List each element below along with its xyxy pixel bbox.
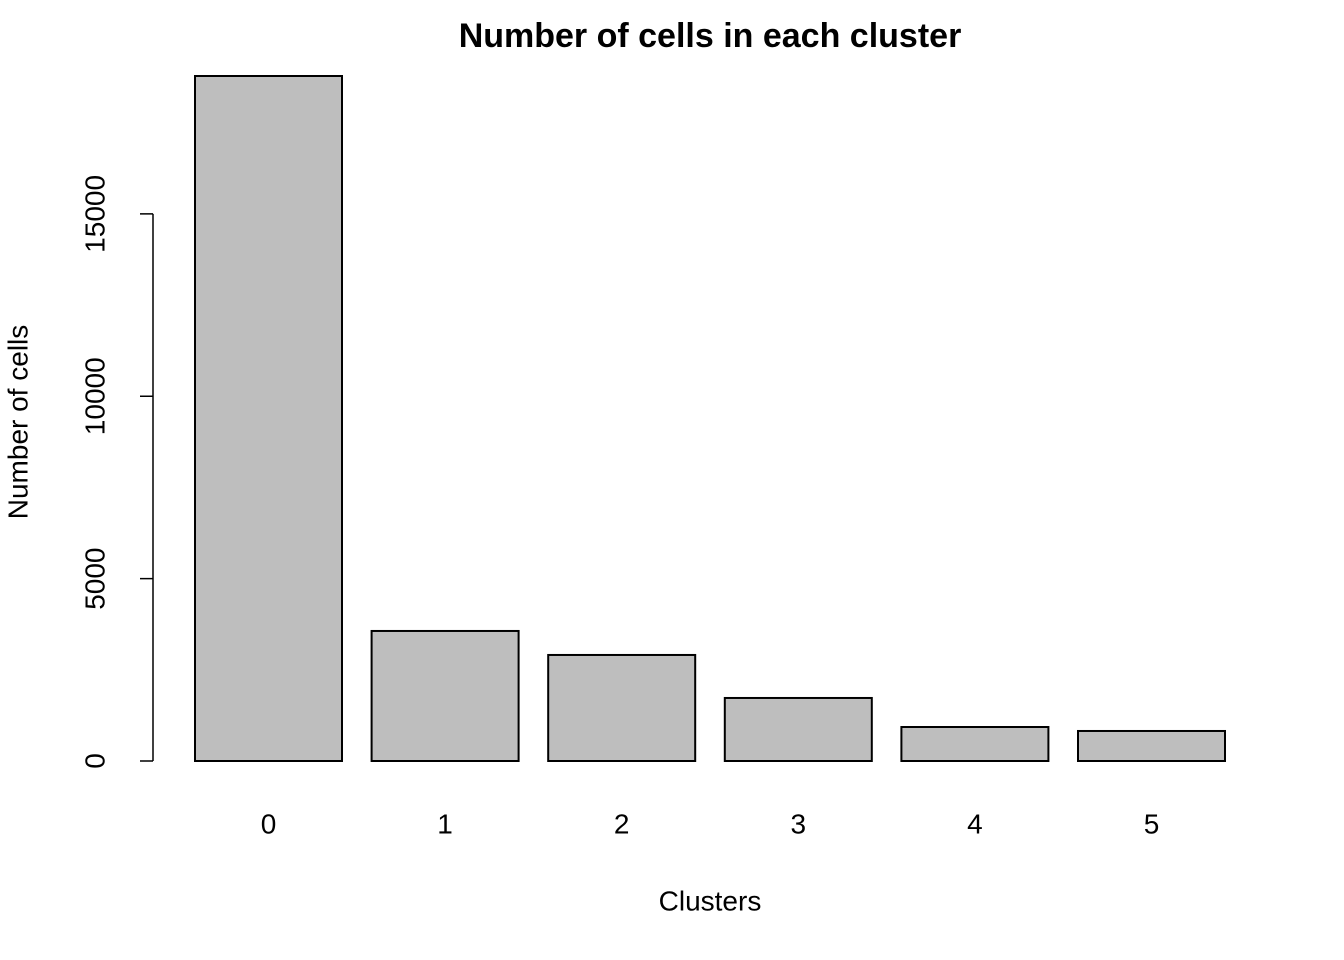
y-axis-label: Number of cells [2,325,33,520]
y-tick-label: 0 [79,753,110,769]
bar [1077,729,1226,762]
bar [900,726,1050,762]
bar [194,75,343,762]
y-tick-label: 15000 [79,175,110,253]
y-tick-label: 10000 [79,357,110,435]
x-tick-label: 2 [614,808,630,839]
x-tick-label: 3 [791,808,807,839]
bar [723,696,873,763]
x-tick-label: 0 [261,808,277,839]
y-tick-label: 5000 [79,547,110,609]
x-tick-label: 1 [437,808,453,839]
bar [370,629,520,763]
chart-title: Number of cells in each cluster [459,17,962,55]
x-axis-label: Clusters [659,885,762,916]
x-tick-label: 5 [1144,808,1160,839]
x-tick-label: 4 [967,808,983,839]
bar [547,653,697,762]
